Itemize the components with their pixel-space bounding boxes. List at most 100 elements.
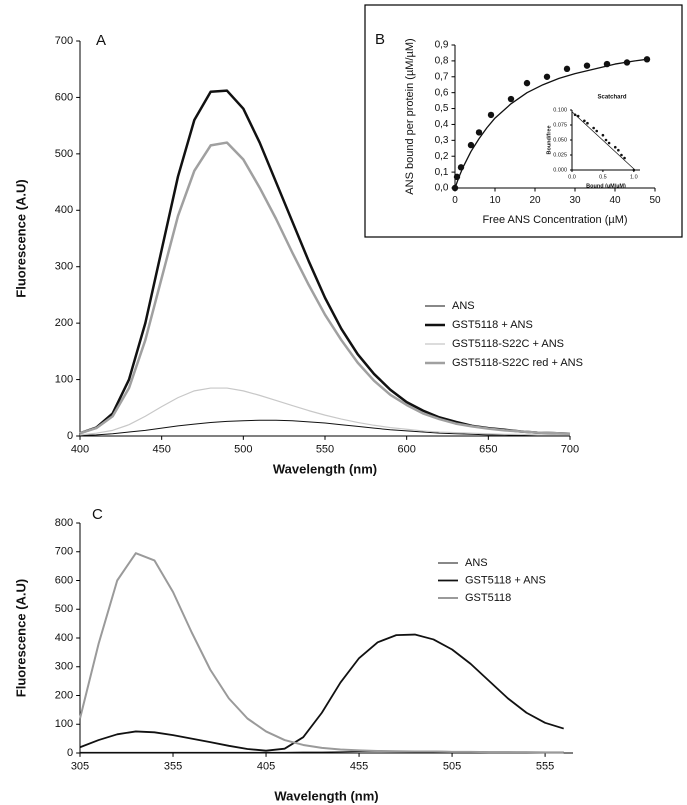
- legend-label: ANS: [452, 300, 475, 312]
- x-tick-label: 700: [561, 444, 579, 456]
- data-point: [617, 148, 620, 152]
- y-tick-label: 0,9: [435, 40, 449, 51]
- y-tick-label: 0,5: [435, 103, 449, 114]
- data-point: [576, 114, 580, 118]
- y-tick-label: 100: [55, 373, 73, 385]
- x-tick-label: 450: [152, 444, 170, 456]
- x-tick-label: 0.0: [568, 174, 576, 180]
- y-tick-label: 0,8: [435, 56, 449, 67]
- y-tick-label: 400: [55, 632, 73, 644]
- x-axis-label: Wavelength (nm): [273, 461, 377, 476]
- x-axis-label: Bound (µM/µM): [586, 183, 626, 189]
- y-tick-label: 0.100: [553, 107, 567, 113]
- data-point: [543, 73, 551, 80]
- data-point: [457, 164, 465, 171]
- y-tick-label: 300: [55, 261, 73, 273]
- y-tick-label: 500: [55, 603, 73, 615]
- x-tick-label: 500: [234, 444, 252, 456]
- panel-label: C: [92, 506, 103, 523]
- x-tick-label: 400: [71, 444, 89, 456]
- x-tick-label: 555: [536, 761, 554, 773]
- x-tick-label: 10: [489, 195, 501, 206]
- y-tick-label: 600: [55, 91, 73, 103]
- data-point: [467, 141, 475, 149]
- data-point: [595, 129, 599, 133]
- data-point: [563, 65, 571, 73]
- y-tick-label: 0.000: [553, 167, 567, 173]
- y-tick-label: 0,0: [435, 183, 449, 194]
- y-axis-label: ANS bound per protein (µM/µM): [404, 38, 416, 194]
- panel-label: A: [96, 32, 106, 49]
- legend-label: GST5118 + ANS: [465, 574, 546, 586]
- y-axis-label: Bound/free: [546, 125, 552, 154]
- panel-label: B: [375, 31, 385, 48]
- y-tick-label: 0.050: [553, 137, 567, 143]
- data-point: [453, 173, 461, 181]
- y-tick-label: 300: [55, 661, 73, 673]
- data-point: [487, 111, 495, 119]
- data-point: [607, 141, 611, 145]
- y-tick-label: 0.025: [553, 152, 567, 158]
- y-tick-label: 100: [55, 718, 73, 730]
- panel-b-frame: [364, 4, 683, 238]
- data-point: [507, 95, 515, 103]
- y-tick-label: 400: [55, 204, 73, 216]
- data-point: [603, 60, 611, 68]
- x-tick-label: 455: [350, 761, 368, 773]
- data-point: [451, 184, 459, 192]
- y-tick-label: 0: [67, 430, 73, 442]
- legend-label: GST5118-S22C + ANS: [452, 338, 564, 350]
- x-tick-label: 50: [649, 195, 661, 206]
- data-point: [475, 129, 483, 136]
- x-tick-label: 1.0: [630, 174, 638, 180]
- data-point: [623, 156, 626, 160]
- y-tick-label: 200: [55, 317, 73, 329]
- y-tick-label: 0,2: [435, 151, 449, 162]
- x-tick-label: 305: [71, 761, 89, 773]
- data-point: [573, 113, 577, 117]
- x-tick-label: 0: [452, 195, 458, 206]
- data-line: [79, 633, 564, 752]
- chart-title: Scatchard: [597, 95, 626, 101]
- data-point: [601, 133, 605, 137]
- data-line: [79, 419, 570, 436]
- data-line: [79, 552, 564, 754]
- x-tick-label: 600: [397, 444, 415, 456]
- data-point: [586, 121, 589, 125]
- legend-label: ANS: [465, 557, 488, 569]
- data-point: [583, 119, 586, 123]
- fit-line: [571, 111, 636, 171]
- legend-label: GST5118 + ANS: [452, 319, 533, 331]
- y-tick-label: 700: [55, 35, 73, 47]
- y-axis-label: Fluorescence (A.U): [13, 179, 28, 297]
- y-tick-label: 0.075: [553, 122, 567, 128]
- x-tick-label: 20: [529, 195, 541, 206]
- y-tick-label: 0,6: [435, 87, 449, 98]
- data-point: [592, 126, 595, 130]
- x-tick-label: 550: [316, 444, 334, 456]
- data-point: [523, 79, 531, 87]
- data-point: [632, 168, 636, 172]
- legend-label: GST5118-S22C red + ANS: [452, 357, 583, 369]
- x-tick-label: 40: [609, 195, 621, 206]
- x-tick-label: 355: [164, 761, 182, 773]
- legend-label: GST5118: [465, 592, 511, 604]
- x-axis-label: Wavelength (nm): [274, 788, 378, 803]
- y-axis-label: Fluorescence (A.U): [13, 579, 28, 697]
- y-tick-label: 600: [55, 574, 73, 586]
- data-point: [643, 56, 651, 63]
- data-point: [623, 59, 631, 66]
- y-tick-label: 0,3: [435, 135, 449, 146]
- data-point: [620, 153, 623, 157]
- y-tick-label: 500: [55, 148, 73, 160]
- y-tick-label: 700: [55, 546, 73, 558]
- y-tick-label: 0,7: [435, 71, 449, 82]
- y-tick-label: 0: [67, 747, 73, 759]
- x-tick-label: 30: [569, 195, 581, 206]
- data-point: [583, 62, 591, 69]
- y-tick-label: 800: [55, 517, 73, 529]
- y-tick-label: 200: [55, 689, 73, 701]
- data-line: [79, 387, 570, 436]
- y-tick-label: 0,1: [435, 167, 449, 178]
